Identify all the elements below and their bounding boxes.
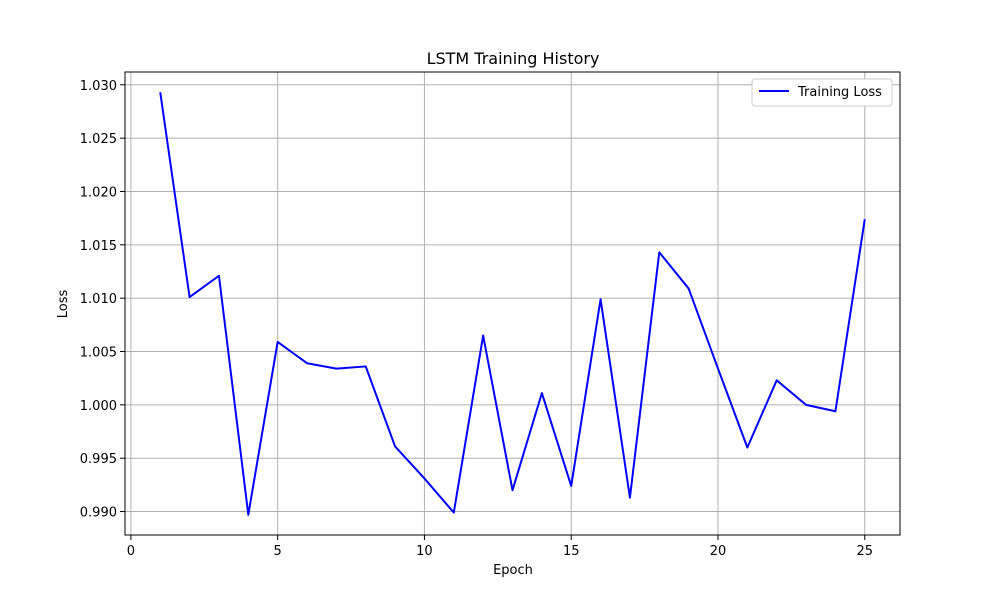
y-tick-label: 0.990 bbox=[80, 506, 117, 521]
y-tick-label: 1.020 bbox=[80, 185, 117, 200]
data-point bbox=[453, 512, 454, 513]
data-point bbox=[248, 514, 249, 515]
data-point bbox=[395, 446, 396, 447]
y-axis: 0.990 0.995 1.000 1.005 1.010 1.015 1.020 1.025… bbox=[80, 79, 125, 521]
y-tick-label: 1.005 bbox=[80, 346, 117, 361]
data-point bbox=[571, 485, 572, 486]
data-point bbox=[189, 297, 190, 298]
data-point bbox=[629, 497, 630, 498]
data-point bbox=[659, 252, 660, 253]
y-tick-label: 1.010 bbox=[80, 292, 117, 307]
data-point bbox=[218, 275, 219, 276]
data-point bbox=[365, 366, 366, 367]
y-tick-label: 1.025 bbox=[80, 132, 117, 147]
data-point bbox=[600, 299, 601, 300]
data-point bbox=[747, 447, 748, 448]
data-point bbox=[160, 92, 161, 93]
x-axis-label: Epoch bbox=[493, 563, 533, 578]
chart-title: LSTM Training History bbox=[427, 49, 600, 68]
y-tick-label: 1.030 bbox=[80, 79, 117, 94]
y-tick-label: 1.000 bbox=[80, 399, 117, 414]
y-axis-label: Loss bbox=[56, 290, 71, 319]
data-point bbox=[717, 368, 718, 369]
x-tick-label: 10 bbox=[416, 544, 433, 559]
series-line-training-loss bbox=[159, 92, 866, 516]
data-point bbox=[277, 341, 278, 342]
data-point bbox=[307, 363, 308, 364]
data-point bbox=[835, 411, 836, 412]
x-tick-label: 0 bbox=[127, 544, 135, 559]
legend-label: Training Loss bbox=[797, 85, 882, 100]
y-tick-label: 0.995 bbox=[80, 452, 117, 467]
data-point bbox=[806, 404, 807, 405]
data-point bbox=[864, 219, 865, 220]
x-tick-label: 5 bbox=[274, 544, 282, 559]
x-tick-label: 25 bbox=[856, 544, 873, 559]
legend-box bbox=[751, 78, 893, 107]
y-tick-label: 1.015 bbox=[80, 239, 117, 254]
data-point bbox=[512, 490, 513, 491]
x-tick-label: 20 bbox=[710, 544, 727, 559]
x-tick-label: 15 bbox=[563, 544, 580, 559]
data-point bbox=[688, 288, 689, 289]
legend: Training Loss bbox=[751, 78, 893, 107]
data-point bbox=[483, 335, 484, 336]
data-point bbox=[776, 380, 777, 381]
data-point bbox=[336, 368, 337, 369]
series-layer bbox=[159, 92, 866, 516]
data-point bbox=[541, 393, 542, 394]
plot-frame bbox=[124, 71, 901, 536]
x-axis: 0 5 10 15 20 25 bbox=[127, 535, 873, 559]
data-point bbox=[424, 478, 425, 479]
grid-lines bbox=[125, 72, 900, 535]
